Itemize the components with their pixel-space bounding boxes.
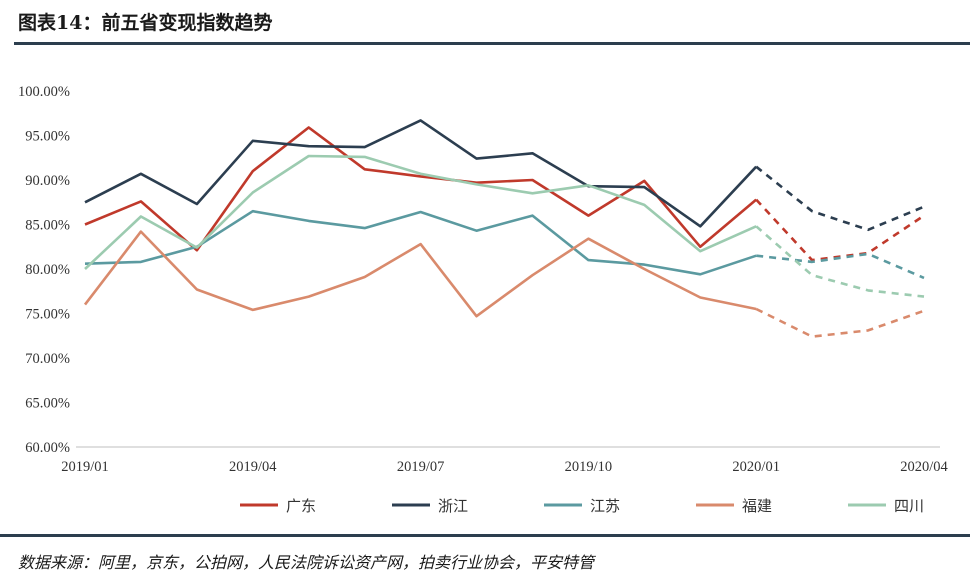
series-浙江 — [84, 119, 925, 232]
series-line-forecast — [756, 252, 925, 280]
x-tick-label: 2019/01 — [61, 459, 109, 475]
series-广东 — [84, 126, 925, 262]
x-tick-label: 2019/07 — [397, 459, 445, 475]
y-tick-label: 60.00% — [25, 440, 70, 456]
x-axis: 2019/01 2019/04 2019/07 2019/10 2020/01 2020/… — [61, 446, 949, 475]
series-layer — [83, 119, 925, 338]
y-tick-label: 95.00% — [25, 129, 70, 145]
series-line-actual — [84, 119, 758, 228]
x-tick-label: 2019/04 — [229, 459, 277, 475]
y-tick-label: 70.00% — [25, 351, 70, 367]
legend-label: 江苏 — [590, 497, 620, 515]
legend-label: 浙江 — [438, 497, 468, 515]
x-tick-label: 2019/10 — [565, 459, 613, 475]
x-tick-label: 2020/01 — [732, 459, 780, 475]
y-tick-label: 100.00% — [18, 84, 70, 100]
legend-item: 浙江 — [392, 497, 468, 515]
x-tick-label: 2020/04 — [900, 459, 948, 475]
legend-label: 四川 — [894, 497, 924, 515]
data-source-note: 数据来源：阿里，京东，公拍网，人民法院诉讼资产网，拍卖行业协会，平安特管 — [18, 553, 595, 572]
legend-item: 福建 — [696, 497, 772, 515]
legend-item: 江苏 — [544, 497, 620, 515]
y-tick-label: 65.00% — [25, 396, 70, 412]
y-tick-label: 90.00% — [25, 173, 70, 189]
series-江苏 — [84, 209, 925, 280]
series-四川 — [84, 154, 925, 298]
footer-rule — [0, 534, 970, 537]
series-line-forecast — [755, 165, 925, 232]
series-line-actual — [84, 154, 757, 270]
y-tick-label: 85.00% — [25, 218, 70, 234]
chart-title: 图表14：前五省变现指数趋势 — [18, 12, 273, 34]
legend-label: 广东 — [286, 497, 316, 515]
series-line-forecast — [755, 307, 925, 338]
legend-item: 广东 — [240, 497, 316, 515]
series-line-forecast — [755, 225, 925, 298]
y-tick-label: 75.00% — [25, 307, 70, 323]
series-福建 — [83, 230, 925, 338]
series-line-actual — [84, 126, 758, 252]
series-line-forecast — [755, 198, 925, 262]
legend-label: 福建 — [742, 497, 772, 515]
header-rule — [14, 42, 970, 45]
legend-item: 四川 — [848, 497, 924, 515]
y-axis: 60.00% 65.00% 70.00% 75.00% 80.00% 85.00% 90.0… — [18, 84, 70, 456]
series-line-actual — [83, 230, 757, 318]
legend: 广东 浙江 江苏 福建 四川 — [240, 497, 924, 515]
y-tick-label: 80.00% — [25, 262, 70, 278]
